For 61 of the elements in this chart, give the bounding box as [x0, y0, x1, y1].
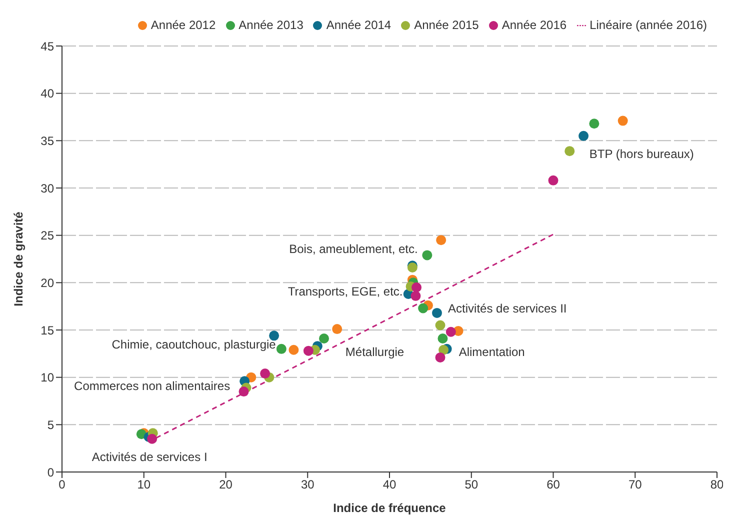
y-tick-label: 30 — [40, 181, 54, 196]
y-tick-label: 40 — [40, 86, 54, 101]
point — [432, 308, 442, 318]
y-tick-label: 25 — [40, 228, 54, 243]
y-tick-label: 0 — [47, 465, 54, 480]
x-tick-label: 0 — [58, 478, 66, 492]
x-tick-label: 60 — [546, 478, 560, 492]
annotation: Chimie, caoutchouc, plasturgie — [112, 337, 276, 352]
point — [436, 235, 446, 246]
point — [260, 368, 270, 379]
point — [548, 175, 558, 186]
legend-label: Année 2016 — [502, 18, 567, 32]
y-tick-label: 20 — [40, 276, 54, 290]
point — [435, 352, 446, 362]
point — [147, 434, 158, 444]
legend-label: Année 2014 — [326, 18, 392, 32]
point — [269, 330, 280, 341]
annotation: Transports, EGE, etc. — [288, 284, 403, 298]
annotation: Bois, ameublement, etc. — [289, 242, 418, 256]
point — [438, 334, 448, 344]
point — [238, 386, 249, 397]
point — [422, 250, 432, 260]
point — [410, 290, 421, 301]
y-tick-label: 10 — [40, 370, 54, 385]
point — [276, 344, 286, 354]
point — [418, 303, 428, 314]
annotation: Activités de services I — [92, 450, 208, 464]
annotation: Commerces non alimentaires — [74, 379, 230, 394]
y-axis-title: Indice de gravité — [11, 211, 26, 306]
point — [438, 344, 449, 355]
legend-label: Année 2012 — [150, 18, 216, 32]
point — [589, 118, 600, 129]
point — [303, 346, 314, 356]
annotation: Métallurgie — [345, 345, 404, 360]
legend-label: Année 2015 — [414, 18, 479, 32]
point — [332, 324, 342, 334]
x-tick-label: 30 — [300, 478, 315, 492]
point — [578, 130, 589, 141]
y-tick-label: 5 — [47, 418, 54, 432]
x-tick-label: 10 — [137, 478, 151, 492]
x-axis-title: Indice de fréquence — [333, 501, 446, 515]
y-tick-label: 15 — [40, 323, 54, 338]
point — [564, 146, 575, 156]
y-tick-label: 45 — [40, 39, 54, 54]
x-tick-label: 80 — [710, 478, 724, 492]
x-tick-label: 40 — [382, 478, 396, 492]
point — [435, 320, 446, 330]
legend-label: Linéaire (année 2016) — [590, 18, 707, 32]
annotation: BTP (hors bureaux) — [589, 147, 694, 162]
point — [412, 282, 422, 292]
x-tick-label: 50 — [464, 478, 478, 492]
point — [288, 344, 299, 355]
annotation: Alimentation — [458, 345, 525, 360]
point — [319, 334, 329, 344]
point — [446, 326, 456, 337]
x-tick-label: 20 — [219, 478, 233, 492]
y-tick-label: 35 — [40, 134, 54, 148]
x-tick-label: 70 — [628, 478, 642, 492]
legend-label: Année 2013 — [238, 18, 304, 32]
annotation: Activités de services II — [448, 301, 567, 316]
point — [618, 116, 628, 126]
